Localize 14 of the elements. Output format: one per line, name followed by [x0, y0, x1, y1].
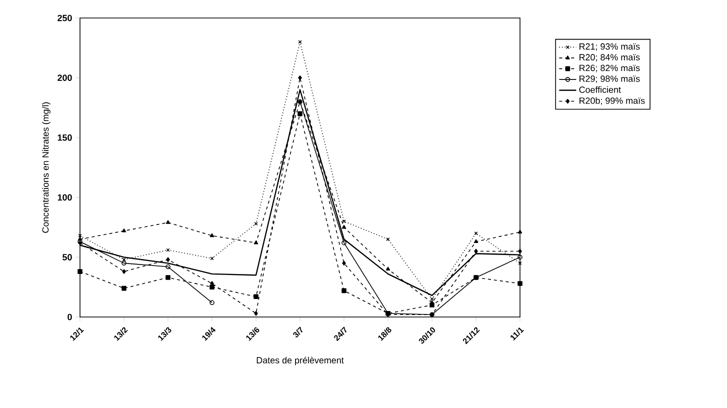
y-tick-label: 250 [58, 14, 72, 22]
y-tick-label: 0 [68, 314, 72, 320]
legend-label: R26; 82% maïs [580, 64, 640, 72]
y-tick-label: 100 [58, 194, 72, 201]
y-tick-label: 200 [58, 74, 72, 81]
legend-label: R21; 93% maïs [580, 43, 640, 51]
y-axis-title: Concentrations en Nitrates (mg/l) [42, 102, 50, 233]
legend-label: R20; 84% maïs [580, 54, 640, 62]
legend-label: R29; 98% maïs [580, 76, 640, 83]
legend-label: Coefficient [579, 86, 621, 93]
x-axis-title: Dates de prélèvement [256, 356, 344, 366]
y-tick-label: 150 [58, 134, 72, 141]
y-tick-label: 50 [62, 254, 72, 260]
legend-label: R20b; 99% maïs [580, 97, 645, 105]
